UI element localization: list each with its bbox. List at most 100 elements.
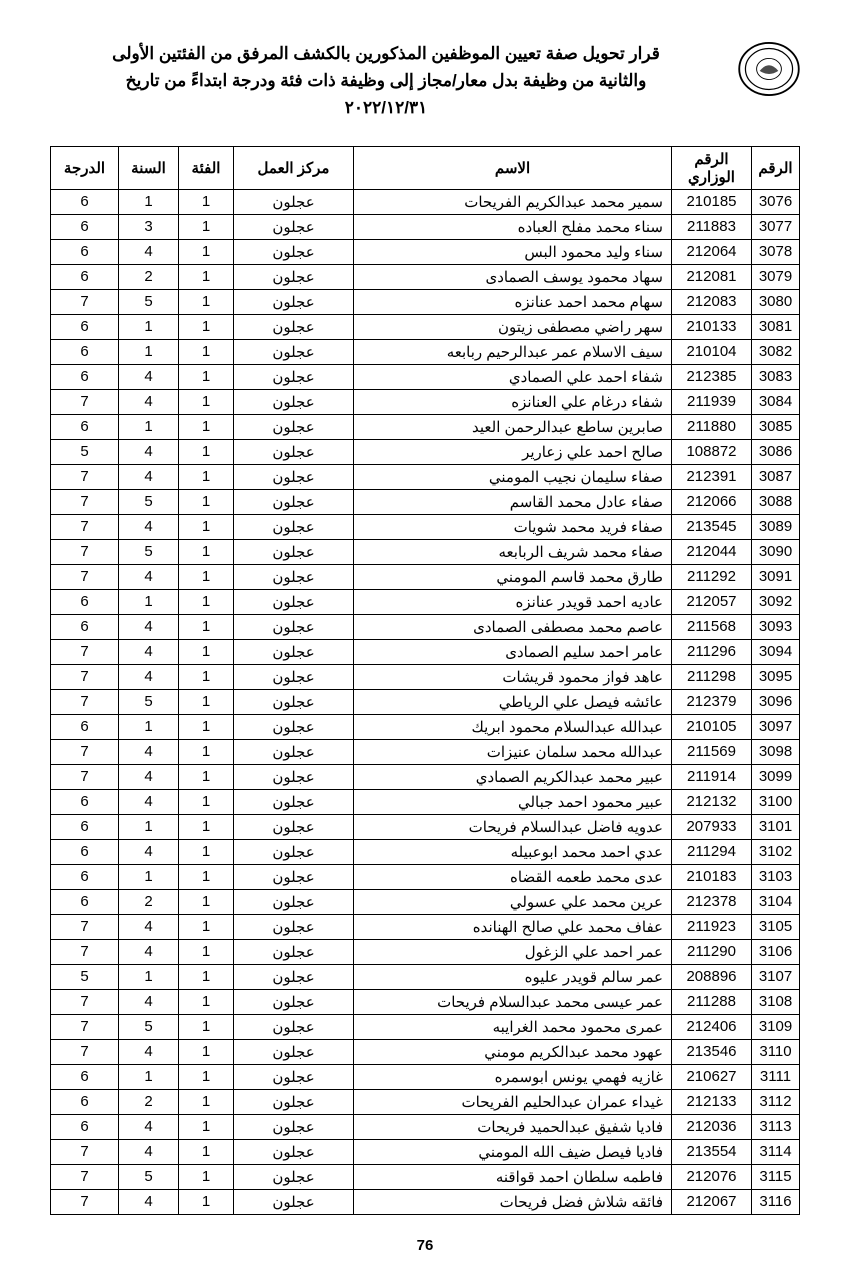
cell-min: 210183 [672, 864, 752, 889]
cell-name: سهر راضي مصطفى زيتون [354, 314, 672, 339]
table-row: 3101207933عدويه فاضل عبدالسلام فريحاتعجل… [51, 814, 800, 839]
cell-year: 4 [119, 1114, 179, 1139]
cell-cat: 1 [179, 1064, 234, 1089]
table-row: 3114213554فاديا فيصل ضيف الله المومنيعجل… [51, 1139, 800, 1164]
cell-year: 4 [119, 439, 179, 464]
cell-seq: 3104 [752, 889, 800, 914]
cell-year: 4 [119, 839, 179, 864]
cell-grade: 6 [51, 864, 119, 889]
cell-cat: 1 [179, 864, 234, 889]
cell-min: 211296 [672, 639, 752, 664]
cell-name: عبير محمود احمد جبالي [354, 789, 672, 814]
table-row: 3079212081سهاد محمود يوسف الصمادىعجلون12… [51, 264, 800, 289]
cell-cat: 1 [179, 614, 234, 639]
cell-grade: 7 [51, 289, 119, 314]
cell-cat: 1 [179, 414, 234, 439]
cell-name: صفاء فريد محمد شويات [354, 514, 672, 539]
cell-work: عجلون [234, 689, 354, 714]
cell-work: عجلون [234, 214, 354, 239]
cell-work: عجلون [234, 264, 354, 289]
cell-cat: 1 [179, 289, 234, 314]
cell-min: 212036 [672, 1114, 752, 1139]
cell-min: 212385 [672, 364, 752, 389]
cell-min: 212379 [672, 689, 752, 714]
cell-work: عجلون [234, 1189, 354, 1214]
table-row: 3108211288عمر عيسى محمد عبدالسلام فريحات… [51, 989, 800, 1014]
cell-min: 211288 [672, 989, 752, 1014]
cell-cat: 1 [179, 664, 234, 689]
cell-name: عدى محمد طعمه القضاه [354, 864, 672, 889]
cell-work: عجلون [234, 364, 354, 389]
cell-year: 1 [119, 714, 179, 739]
col-workplace: مركز العمل [234, 146, 354, 189]
cell-grade: 7 [51, 739, 119, 764]
cell-min: 212076 [672, 1164, 752, 1189]
cell-grade: 6 [51, 839, 119, 864]
cell-cat: 1 [179, 489, 234, 514]
cell-seq: 3091 [752, 564, 800, 589]
cell-cat: 1 [179, 739, 234, 764]
table-row: 3095211298عاهد فواز محمود قريشاتعجلون147 [51, 664, 800, 689]
cell-year: 4 [119, 239, 179, 264]
cell-year: 4 [119, 1139, 179, 1164]
cell-work: عجلون [234, 564, 354, 589]
cell-name: عمر عيسى محمد عبدالسلام فريحات [354, 989, 672, 1014]
cell-min: 211914 [672, 764, 752, 789]
cell-min: 208896 [672, 964, 752, 989]
cell-seq: 3102 [752, 839, 800, 864]
cell-grade: 6 [51, 1089, 119, 1114]
cell-seq: 3109 [752, 1014, 800, 1039]
cell-grade: 7 [51, 1014, 119, 1039]
cell-name: صابرين ساطع عبدالرحمن العيد [354, 414, 672, 439]
cell-work: عجلون [234, 439, 354, 464]
cell-min: 211883 [672, 214, 752, 239]
cell-grade: 7 [51, 1139, 119, 1164]
cell-grade: 7 [51, 639, 119, 664]
cell-work: عجلون [234, 914, 354, 939]
cell-seq: 3081 [752, 314, 800, 339]
cell-year: 5 [119, 1164, 179, 1189]
cell-name: فاطمه سلطان احمد قواقنه [354, 1164, 672, 1189]
cell-grade: 6 [51, 614, 119, 639]
cell-name: شفاء احمد علي الصمادي [354, 364, 672, 389]
table-row: 3112212133غيداء عمران عبدالحليم الفريحات… [51, 1089, 800, 1114]
cell-min: 212083 [672, 289, 752, 314]
table-row: 3100212132عبير محمود احمد جباليعجلون146 [51, 789, 800, 814]
cell-cat: 1 [179, 939, 234, 964]
cell-work: عجلون [234, 614, 354, 639]
cell-grade: 5 [51, 964, 119, 989]
cell-seq: 3113 [752, 1114, 800, 1139]
cell-year: 5 [119, 489, 179, 514]
cell-seq: 3093 [752, 614, 800, 639]
cell-cat: 1 [179, 239, 234, 264]
cell-year: 1 [119, 339, 179, 364]
cell-grade: 7 [51, 989, 119, 1014]
cell-seq: 3101 [752, 814, 800, 839]
cell-work: عجلون [234, 1164, 354, 1189]
cell-seq: 3094 [752, 639, 800, 664]
cell-work: عجلون [234, 814, 354, 839]
cell-seq: 3096 [752, 689, 800, 714]
table-row: 3078212064سناء وليد محمود البسعجلون146 [51, 239, 800, 264]
cell-grade: 7 [51, 489, 119, 514]
cell-grade: 6 [51, 414, 119, 439]
cell-name: عبير محمد عبدالكريم الصمادي [354, 764, 672, 789]
cell-seq: 3105 [752, 914, 800, 939]
cell-min: 212044 [672, 539, 752, 564]
col-grade: الدرجة [51, 146, 119, 189]
cell-grade: 6 [51, 239, 119, 264]
page-number: 76 [50, 1237, 800, 1254]
cell-grade: 6 [51, 264, 119, 289]
cell-year: 4 [119, 564, 179, 589]
cell-seq: 3110 [752, 1039, 800, 1064]
cell-seq: 3092 [752, 589, 800, 614]
cell-seq: 3099 [752, 764, 800, 789]
cell-min: 210105 [672, 714, 752, 739]
cell-work: عجلون [234, 1064, 354, 1089]
cell-name: عاصم محمد مصطفى الصمادى [354, 614, 672, 639]
cell-seq: 3088 [752, 489, 800, 514]
table-row: 3105211923عفاف محمد علي صالح الهناندهعجل… [51, 914, 800, 939]
cell-year: 4 [119, 514, 179, 539]
cell-name: عائشه فيصل علي الرياطي [354, 689, 672, 714]
cell-min: 212378 [672, 889, 752, 914]
